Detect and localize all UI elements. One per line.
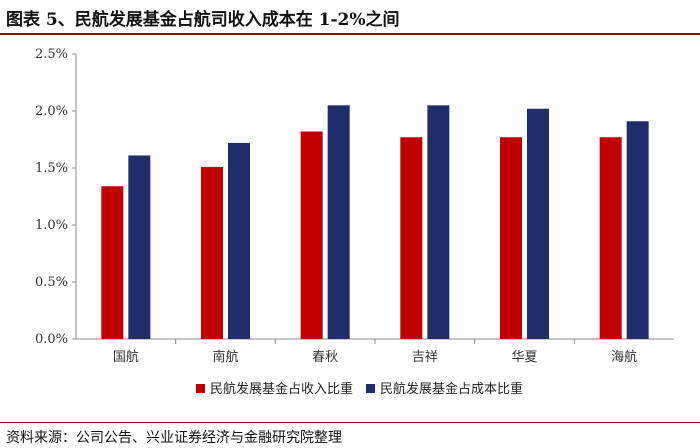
bar-revenue xyxy=(400,137,423,339)
category-label: 南航 xyxy=(212,349,238,365)
category-label: 国航 xyxy=(113,349,139,365)
y-tick-label: 2.5% xyxy=(35,47,68,62)
legend-label: 民航发展基金占成本比重 xyxy=(380,381,523,397)
bar-cost xyxy=(327,105,350,339)
source-divider xyxy=(0,422,700,423)
bar-revenue xyxy=(201,166,223,339)
y-tick-label: 2.0% xyxy=(35,104,68,119)
bar-revenue xyxy=(300,131,323,339)
bar-chart: 0.0% 0.5% 1.0% 1.5% 2.0% 2.5% 国航 南航 春秋 吉祥 华夏 海航民航发展… xyxy=(35,47,674,397)
bar-cost xyxy=(527,108,549,339)
category-label: 春秋 xyxy=(312,350,338,365)
legend-swatch xyxy=(196,384,205,393)
source-note: 资料来源：公司公告、兴业证券经济与金融研究院整理 xyxy=(6,430,342,446)
bar-revenue xyxy=(599,137,622,339)
bar-cost xyxy=(626,121,649,339)
title-divider xyxy=(0,33,700,35)
bar-cost xyxy=(128,155,151,339)
y-tick-label: 1.5% xyxy=(35,161,68,176)
legend-label: 民航发展基金占收入比重 xyxy=(210,381,353,397)
category-label: 吉祥 xyxy=(412,350,438,365)
category-label: 海航 xyxy=(611,349,637,365)
legend-swatch xyxy=(366,384,375,393)
bar-revenue xyxy=(500,137,522,339)
bar-cost xyxy=(427,105,450,339)
chart-title: 图表 5、民航发展基金占航司收入成本在 1-2%之间 xyxy=(6,10,400,30)
y-tick-label: 1.0% xyxy=(35,218,68,233)
y-tick-label: 0.0% xyxy=(35,332,68,347)
y-tick-label: 0.5% xyxy=(35,275,68,290)
category-label: 华夏 xyxy=(511,350,537,365)
title-bar: 图表 5、民航发展基金占航司收入成本在 1-2%之间 xyxy=(0,0,700,35)
bar-revenue xyxy=(101,186,124,339)
bar-cost xyxy=(228,142,250,339)
